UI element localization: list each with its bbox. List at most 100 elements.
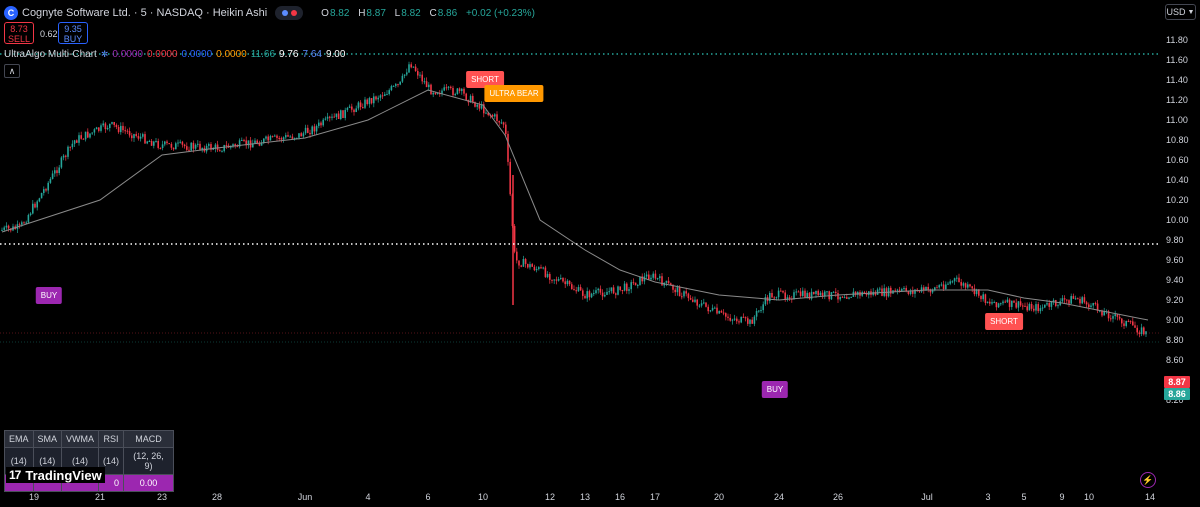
candle-body xyxy=(183,144,186,147)
candle-body xyxy=(700,303,703,306)
candle-body xyxy=(82,138,85,140)
time-tick-label: 10 xyxy=(1083,492,1095,502)
candle-body xyxy=(62,155,65,158)
candle-body xyxy=(604,294,606,297)
spread-value: 0.62 xyxy=(40,29,58,39)
candle-body xyxy=(150,141,153,146)
lightning-icon[interactable]: ⚡ xyxy=(1140,472,1156,488)
candle-body xyxy=(1002,301,1004,304)
candle-body xyxy=(927,286,929,290)
candle-body xyxy=(271,136,274,138)
candle-body xyxy=(1046,303,1048,305)
candle-body xyxy=(362,107,364,109)
candle-body xyxy=(342,110,344,118)
candle-body xyxy=(117,127,120,133)
candle-body xyxy=(348,106,351,108)
candle-body xyxy=(243,139,245,141)
signal-buy-label[interactable]: BUY xyxy=(35,287,63,304)
buy-button[interactable]: 9.35 BUY xyxy=(58,22,88,44)
candle-body xyxy=(494,114,496,117)
candle-body xyxy=(78,135,80,143)
signal-short-label[interactable]: SHORT xyxy=(466,71,504,88)
candle-body xyxy=(799,291,802,296)
candle-body xyxy=(164,141,166,145)
candle-body xyxy=(813,291,815,294)
candle-body xyxy=(731,319,734,321)
candle-body xyxy=(705,302,707,307)
candle-body xyxy=(903,287,905,290)
candle-body xyxy=(1013,300,1015,303)
candle-body xyxy=(676,287,679,293)
candle-body xyxy=(901,289,903,291)
candle-body xyxy=(234,144,236,147)
candle-body xyxy=(513,226,516,252)
candle-body xyxy=(634,282,637,286)
candle-body xyxy=(115,124,118,128)
change-value: +0.02 (+0.23%) xyxy=(465,7,535,19)
candle-body xyxy=(1116,314,1119,317)
collapse-legend-button[interactable]: ∧ xyxy=(4,64,20,78)
candle-body xyxy=(377,97,379,100)
price-tick-label: 10.00 xyxy=(1166,215,1189,225)
candle-body xyxy=(535,269,538,271)
signal-ultra-bear-label[interactable]: ULTRA BEAR xyxy=(484,85,544,102)
candle-body xyxy=(106,127,109,130)
high-value: 8.87 xyxy=(366,7,386,19)
candle-body xyxy=(373,96,375,104)
candle-body xyxy=(742,316,745,318)
candle-body xyxy=(278,137,280,139)
candle-body xyxy=(1143,327,1145,335)
candle-body xyxy=(566,280,569,285)
candle-body xyxy=(1055,300,1057,306)
candle-body xyxy=(126,130,129,132)
candle-body xyxy=(1033,308,1035,311)
symbol-title[interactable]: Cognyte Software Ltd. · 5 · NASDAQ · Hei… xyxy=(22,7,268,19)
chevron-up-icon: ∧ xyxy=(8,65,16,76)
chevron-down-icon: ▼ xyxy=(1187,8,1195,16)
indicator-settings-icon[interactable]: ✲ xyxy=(100,49,109,59)
time-tick-label: 20 xyxy=(713,492,725,502)
candle-body xyxy=(159,147,162,149)
time-tick-label: Jul xyxy=(921,492,933,502)
candle-body xyxy=(557,278,560,281)
candle-body xyxy=(802,290,804,296)
status-indicator-icon[interactable] xyxy=(275,6,304,20)
candle-body xyxy=(221,151,223,153)
candle-body xyxy=(1136,327,1138,333)
candle-body xyxy=(962,283,965,286)
candle-body xyxy=(335,113,338,117)
price-tick-label: 11.60 xyxy=(1166,55,1188,65)
candle-body xyxy=(1134,325,1136,328)
candle-body xyxy=(1022,305,1024,307)
candle-body xyxy=(850,296,852,298)
candle-body xyxy=(368,98,371,105)
candle-body xyxy=(93,129,96,133)
sell-button[interactable]: 8.73 SELL xyxy=(4,22,34,44)
candle-body xyxy=(366,99,368,105)
signal-short-label[interactable]: SHORT xyxy=(985,313,1023,330)
candle-body xyxy=(423,81,426,83)
time-tick-label: 12 xyxy=(544,492,556,502)
candle-body xyxy=(1008,299,1011,307)
tradingview-logo[interactable]: 17 TradingView xyxy=(6,467,105,483)
candle-body xyxy=(683,291,685,297)
candle-body xyxy=(810,291,813,299)
candle-body xyxy=(214,144,217,149)
currency-selector[interactable]: USD ▼ xyxy=(1165,4,1196,20)
moving-average-path xyxy=(1,89,1149,321)
time-tick-label: 3 xyxy=(985,492,991,502)
signal-buy-label[interactable]: BUY xyxy=(761,381,789,398)
candle-body xyxy=(155,140,157,142)
moving-average-line xyxy=(1,89,1149,321)
candle-body xyxy=(197,143,199,145)
candle-body xyxy=(133,134,135,139)
candle-body xyxy=(390,86,393,91)
indicator-legend[interactable]: UltraAlgo Multi-Chart ✲ 0.0000 0.0000 0.00… xyxy=(4,49,345,60)
candle-body xyxy=(951,281,954,283)
candle-body xyxy=(973,288,976,295)
candle-body xyxy=(601,292,604,297)
indicator-name[interactable]: UltraAlgo Multi-Chart xyxy=(4,49,97,60)
candle-body xyxy=(104,123,107,130)
candle-body xyxy=(832,291,835,293)
